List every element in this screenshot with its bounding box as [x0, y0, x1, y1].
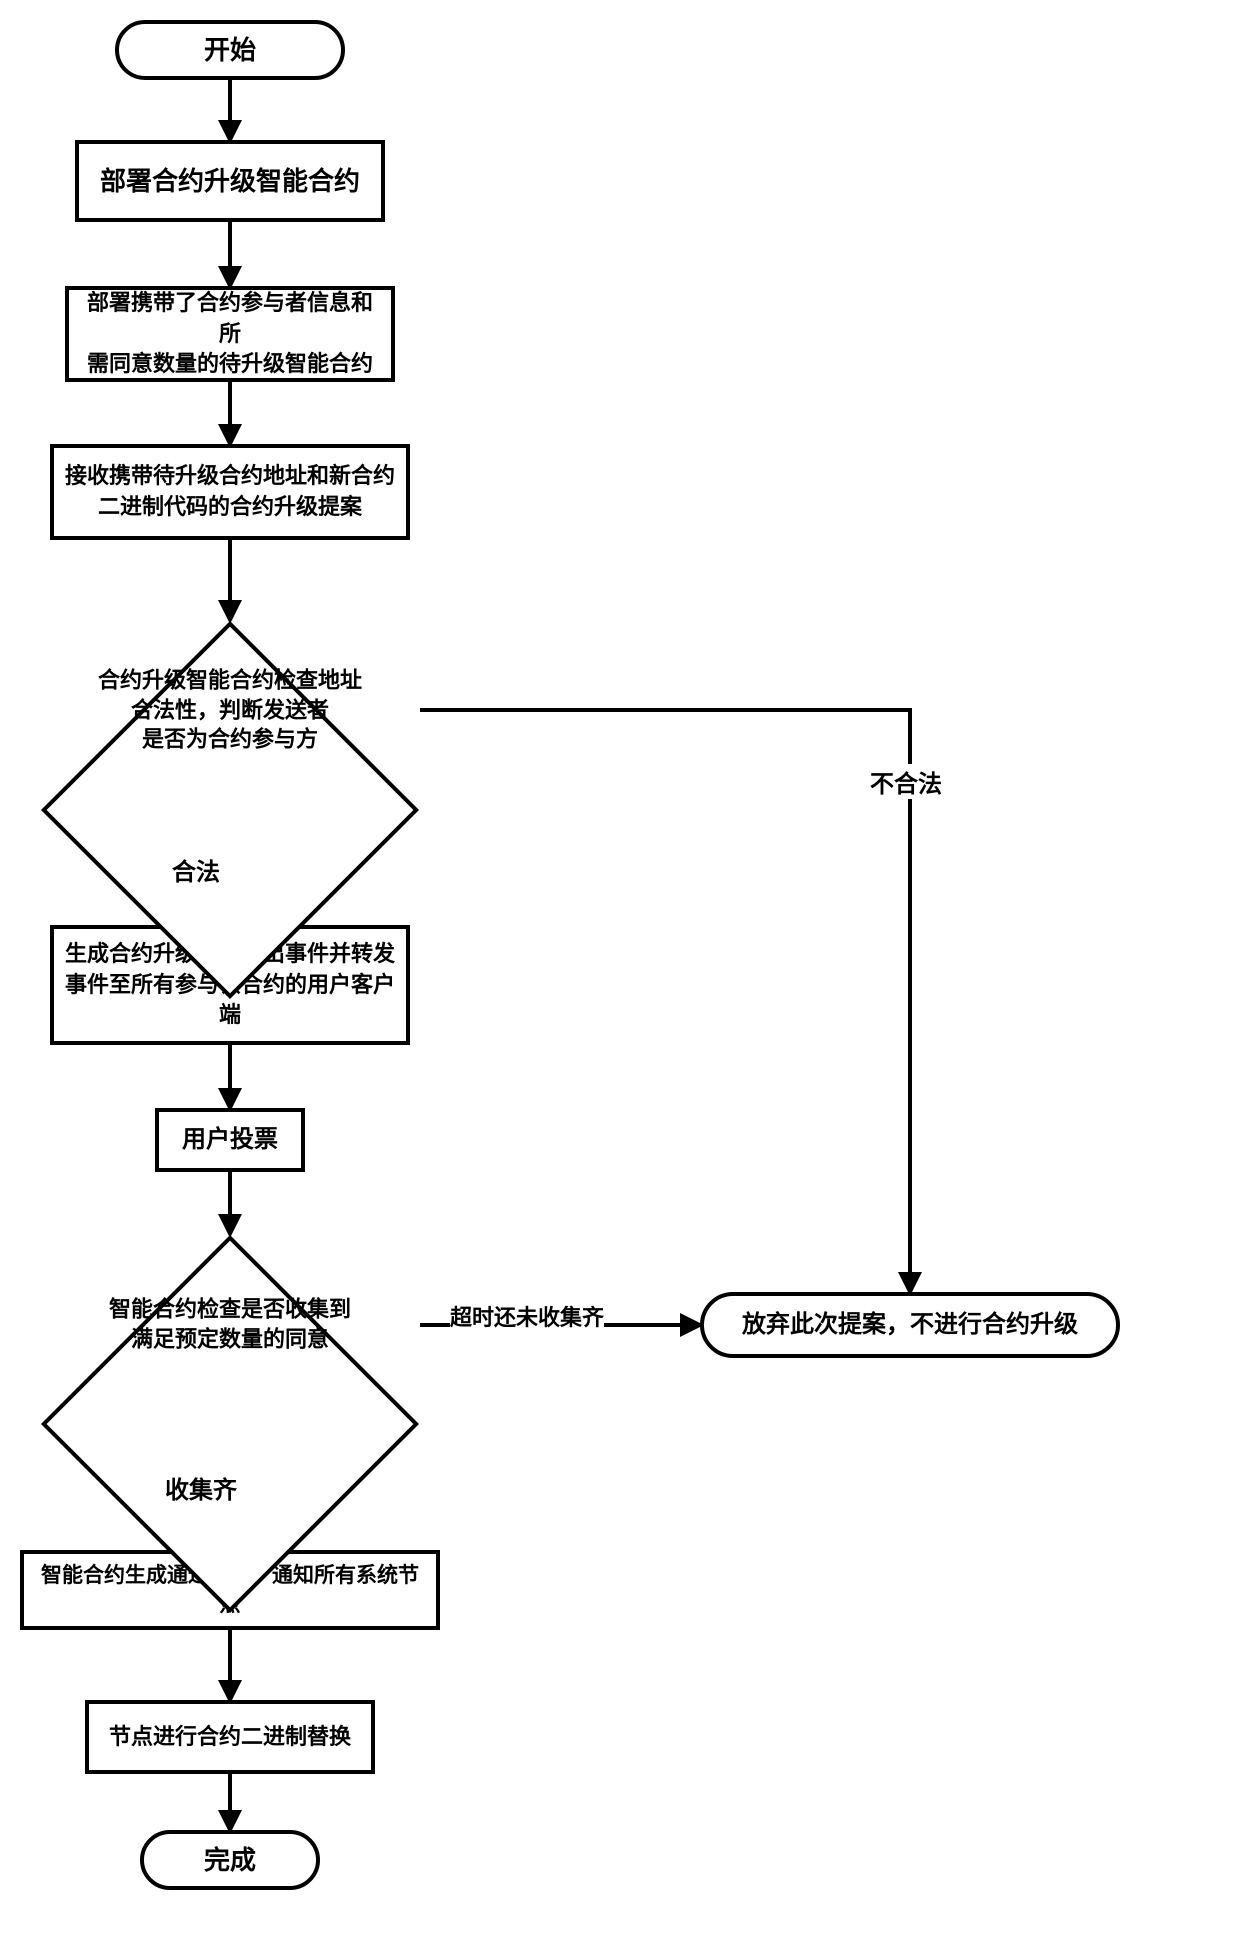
- node-check1: 合约升级智能合约检查地址合法性，判断发送者是否为合约参与方: [40, 620, 420, 800]
- node-receive: 接收携带待升级合约地址和新合约二进制代码的合约升级提案: [50, 444, 410, 540]
- edge-label: 收集齐: [165, 1470, 237, 1505]
- node-deploy2: 部署携带了合约参与者信息和所需同意数量的待升级智能合约: [65, 286, 395, 382]
- node-done-label: 完成: [204, 1842, 256, 1878]
- diamond-icon: [40, 1234, 420, 1614]
- node-vote-label: 用户投票: [182, 1123, 278, 1157]
- node-receive-label: 接收携带待升级合约地址和新合约二进制代码的合约升级提案: [65, 461, 395, 523]
- node-replace: 节点进行合约二进制替换: [85, 1700, 375, 1774]
- node-start-label: 开始: [204, 32, 256, 68]
- node-done: 完成: [140, 1830, 320, 1890]
- node-abandon: 放弃此次提案，不进行合约升级: [700, 1292, 1120, 1358]
- node-check2: 智能合约检查是否收集到满足预定数量的同意: [40, 1234, 420, 1414]
- node-vote: 用户投票: [155, 1108, 305, 1172]
- node-check2-label: 智能合约检查是否收集到满足预定数量的同意: [109, 1294, 351, 1353]
- node-check1-label: 合约升级智能合约检查地址合法性，判断发送者是否为合约参与方: [98, 665, 362, 754]
- node-start: 开始: [115, 20, 345, 80]
- edge-label: 超时还未收集齐: [450, 1300, 604, 1332]
- node-abandon-label: 放弃此次提案，不进行合约升级: [742, 1308, 1078, 1342]
- node-replace-label: 节点进行合约二进制替换: [109, 1722, 351, 1753]
- node-deploy1: 部署合约升级智能合约: [75, 140, 385, 222]
- edge-label: 不合法: [870, 764, 942, 799]
- node-deploy2-label: 部署携带了合约参与者信息和所需同意数量的待升级智能合约: [79, 288, 381, 380]
- node-deploy1-label: 部署合约升级智能合约: [100, 163, 360, 199]
- edge-label: 合法: [172, 852, 220, 887]
